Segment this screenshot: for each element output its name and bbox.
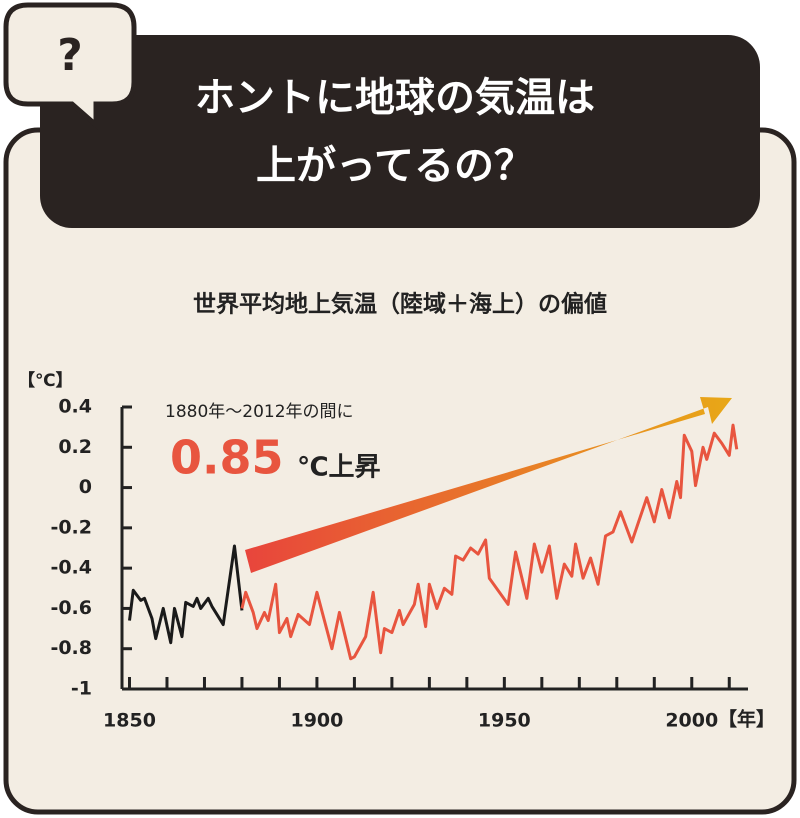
series-line bbox=[128, 544, 244, 645]
x-tick-label: 2000 bbox=[665, 710, 718, 732]
annotation-value: 0.85 bbox=[170, 431, 284, 485]
y-tick-label: -0.4 bbox=[50, 557, 92, 579]
x-tick-label: 1900 bbox=[290, 710, 343, 732]
title-line1: ホントに地球の気温は bbox=[195, 75, 595, 121]
y-tick-label: 0.4 bbox=[58, 396, 92, 418]
y-tick-label: -0.8 bbox=[50, 637, 92, 659]
y-unit-label: 【℃】 bbox=[18, 370, 73, 391]
header-box bbox=[40, 35, 760, 228]
trend-arrow bbox=[245, 397, 732, 573]
x-tick-label: 1850 bbox=[103, 710, 156, 732]
y-tick-label: -1 bbox=[71, 678, 92, 700]
chart-title: 世界平均地上気温（陸域＋海上）の偏値 bbox=[193, 291, 607, 318]
series-line bbox=[240, 423, 739, 661]
y-tick-label: -0.6 bbox=[50, 597, 92, 619]
annotation-suffix: ℃上昇 bbox=[297, 453, 381, 483]
y-tick-label: -0.2 bbox=[50, 516, 92, 538]
question-bubble bbox=[3, 2, 137, 131]
title-line2: 上がってるの？ bbox=[256, 143, 534, 189]
x-unit-label: 【年】 bbox=[718, 708, 775, 731]
y-tick-label: 0 bbox=[79, 476, 92, 498]
x-tick-label: 1950 bbox=[478, 710, 531, 732]
annotation-text: 1880年～2012年の間に bbox=[165, 402, 354, 422]
plot: 0.4 0.2 0 -0.2 -0.4 -0.6 -0.8 -1 1850 1900 1950 200… bbox=[50, 396, 748, 732]
y-tick-label: 0.2 bbox=[58, 436, 92, 458]
badge: ? bbox=[57, 30, 83, 81]
